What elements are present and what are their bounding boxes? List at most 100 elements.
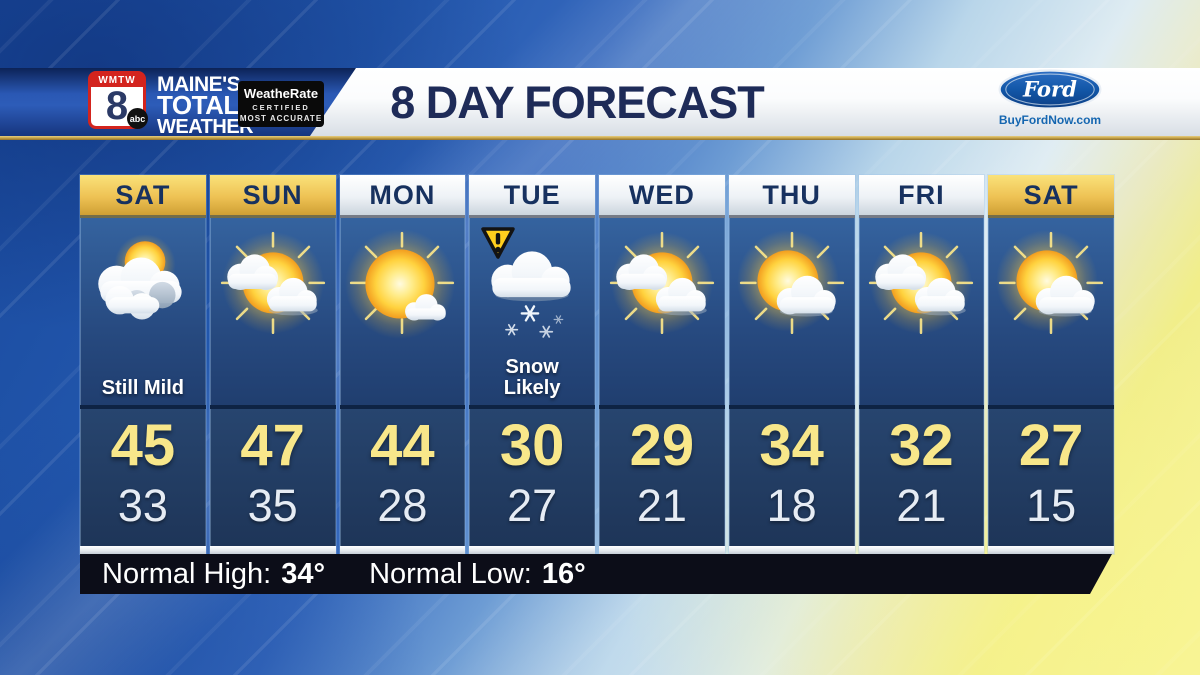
condition-label: Snow Likely [503, 356, 561, 399]
weatherate-certified: CERTIFIED [252, 102, 310, 112]
column-base-strip [209, 546, 336, 554]
weather-icon-sun-clouds [601, 228, 723, 350]
day-header: FRI [858, 175, 985, 218]
day-header: SAT [80, 175, 206, 218]
day-header: WED [599, 175, 725, 218]
low-temp: 21 [636, 480, 687, 531]
weatherate-name: WeatheRate [243, 85, 319, 101]
temp-panel: 29 21 [599, 409, 725, 546]
low-temp: 15 [1026, 480, 1077, 531]
column-base-strip [469, 546, 595, 554]
low-temp: 28 [377, 480, 428, 531]
sponsor-url: BuyFordNow.com [998, 113, 1102, 127]
weather-icon-sun-cloud-right [731, 228, 853, 350]
weather-icon-mostly-sunny [341, 228, 463, 350]
high-temp: 44 [370, 413, 435, 478]
normal-low-value: 16° [541, 557, 586, 590]
low-temp: 18 [766, 480, 817, 531]
column-base-strip [80, 546, 206, 554]
forecast-day-column: MON 44 28 [339, 175, 466, 554]
temp-panel: 34 18 [728, 409, 855, 546]
day-header: SUN [209, 175, 336, 218]
weatherate-accurate: MOST ACCURATE [239, 113, 323, 123]
normal-low-label: Normal Low: [369, 557, 532, 590]
channel-8-number: 8 [105, 84, 129, 128]
page-title: 8 DAY FORECAST [390, 77, 765, 128]
column-base-strip [339, 546, 466, 554]
day-label: FRI [898, 180, 945, 210]
brand-line: WEATHER [157, 116, 254, 139]
wmtw-call-letters: WMTW [91, 74, 143, 87]
high-temp: 27 [1018, 413, 1084, 478]
forecast-day-column: FRI 32 21 [858, 175, 985, 554]
day-label: WED [628, 180, 695, 210]
low-temp: 27 [507, 480, 558, 531]
day-label: MON [369, 180, 436, 210]
svg-text:Ford: Ford [1022, 77, 1077, 102]
temp-panel: 45 33 [80, 409, 206, 546]
day-label: TUE [503, 180, 561, 210]
warning-icon [480, 226, 516, 260]
column-base-strip [988, 546, 1114, 554]
high-temp: 47 [240, 413, 305, 478]
day-header: TUE [469, 175, 595, 218]
forecast-row: SAT Still Mild 45 33 SUN [80, 175, 1114, 554]
temp-panel: 27 15 [988, 409, 1114, 546]
day-label: SUN [242, 180, 303, 210]
icon-panel [858, 218, 985, 405]
high-temp: 32 [889, 413, 954, 478]
low-temp: 35 [247, 480, 298, 531]
weather-icon-sun-clouds [860, 228, 982, 350]
low-temp: 33 [117, 480, 168, 531]
forecast-day-column: TUE Snow Likely 30 27 [469, 175, 595, 554]
weatherate-badge: WeatheRate CERTIFIED MOST ACCURATE [238, 81, 324, 127]
brand-line: MAINE'S [157, 73, 241, 96]
icon-panel: Still Mild [80, 218, 206, 405]
ford-logo-icon: Ford [998, 69, 1102, 110]
temp-panel: 47 35 [209, 409, 336, 546]
high-temp: 45 [110, 413, 176, 478]
icon-panel [339, 218, 466, 405]
column-base-strip [728, 546, 855, 554]
icon-panel [209, 218, 336, 405]
forecast-day-column: THU 34 18 [728, 175, 855, 554]
forecast-day-column: SAT 27 15 [988, 175, 1114, 554]
high-temp: 30 [499, 413, 565, 478]
column-base-strip [599, 546, 725, 554]
wmtw-station-logo: WMTW 8 abc [88, 71, 148, 129]
weather-icon-sun-clouds [212, 228, 334, 350]
day-header: MON [339, 175, 466, 218]
forecast-day-column: SUN 47 35 [209, 175, 336, 554]
temp-panel: 44 28 [339, 409, 466, 546]
sponsor-block: Ford BuyFordNow.com [982, 69, 1118, 127]
icon-panel [988, 218, 1114, 405]
day-header: SAT [988, 175, 1114, 218]
high-temp: 29 [629, 413, 695, 478]
high-temp: 34 [759, 413, 824, 478]
day-label: SAT [1023, 180, 1079, 210]
normal-high-label: Normal High: [102, 557, 272, 590]
normal-high-value: 34° [281, 557, 326, 590]
brand-line: TOTAL [157, 90, 239, 121]
forecast-day-column: WED 29 21 [599, 175, 725, 554]
condition-label: Still Mild [101, 377, 184, 399]
column-base-strip [858, 546, 985, 554]
day-label: SAT [115, 180, 171, 210]
icon-panel [599, 218, 725, 405]
weather-icon-sun-cloud-right [990, 228, 1112, 350]
weather-icon-snow [471, 228, 593, 350]
icon-panel: Snow Likely [469, 218, 595, 405]
temp-panel: 30 27 [469, 409, 595, 546]
weather-icon-mostly-cloudy [82, 228, 204, 350]
maines-total-weather-brand: MAINE'S TOTAL WEATHER [157, 73, 254, 139]
gold-divider [0, 136, 1200, 140]
icon-panel [728, 218, 855, 405]
abc-network-icon: abc [127, 108, 148, 129]
normals-bar: Normal High: 34° Normal Low: 16° [80, 554, 1112, 594]
low-temp: 21 [896, 480, 947, 531]
day-header: THU [728, 175, 855, 218]
day-label: THU [762, 180, 821, 210]
temp-panel: 32 21 [858, 409, 985, 546]
header-banner: WMTW 8 abc MAINE'S TOTAL WEATHER WeatheR… [0, 68, 1200, 139]
